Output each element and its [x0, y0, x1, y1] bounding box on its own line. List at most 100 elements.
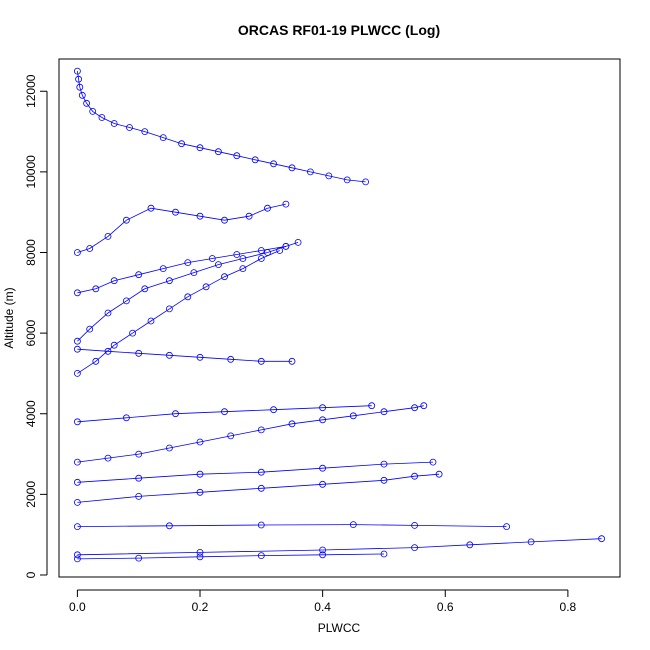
data-point	[86, 325, 94, 333]
data-point	[411, 404, 419, 412]
data-point	[239, 255, 247, 262]
data-point	[349, 521, 357, 528]
data-point	[214, 148, 222, 156]
y-axis-label: Altitude (m)	[2, 287, 16, 348]
data-point	[221, 216, 228, 224]
data-point	[110, 120, 118, 127]
data-point	[306, 168, 314, 176]
data-point	[288, 420, 296, 428]
data-point	[411, 472, 419, 480]
data-point	[227, 355, 235, 363]
data-point	[319, 546, 327, 554]
series-line	[77, 461, 434, 483]
data-point	[264, 204, 271, 212]
data-point	[74, 498, 81, 506]
data-series	[74, 521, 511, 530]
data-point	[165, 277, 173, 285]
data-point	[214, 261, 222, 269]
x-tick-label: 0.0	[69, 600, 86, 614]
data-point	[294, 238, 302, 246]
data-point	[319, 404, 327, 412]
data-point	[257, 468, 265, 476]
data-point	[380, 476, 388, 484]
data-point	[282, 242, 290, 250]
data-point	[74, 345, 81, 353]
data-series	[74, 470, 443, 506]
series-line	[77, 250, 280, 374]
data-point	[257, 484, 265, 492]
data-point	[104, 309, 112, 317]
series-line	[77, 71, 366, 183]
data-point	[92, 357, 100, 365]
data-series	[74, 67, 370, 186]
data-series	[74, 458, 437, 486]
data-point	[598, 535, 605, 543]
data-point	[288, 164, 296, 172]
data-point	[172, 208, 179, 216]
data-point	[368, 402, 376, 410]
data-point	[92, 285, 100, 293]
data-point	[135, 271, 143, 279]
data-point	[196, 549, 204, 556]
series-line	[77, 538, 602, 556]
data-point	[104, 454, 112, 462]
data-point	[74, 458, 81, 466]
y-tick-label: 4000	[24, 400, 38, 427]
data-point	[319, 464, 327, 472]
x-tick-label: 0.4	[314, 600, 331, 614]
data-point	[380, 550, 388, 558]
data-point	[126, 124, 133, 131]
data-point	[110, 341, 118, 349]
data-point	[503, 523, 511, 530]
data-point	[98, 114, 106, 121]
data-series	[74, 402, 428, 466]
data-point	[245, 212, 253, 220]
data-point	[380, 460, 388, 468]
data-point	[141, 128, 149, 136]
data-point	[288, 357, 296, 365]
data-point	[319, 480, 327, 488]
data-point	[196, 470, 204, 478]
data-point	[239, 265, 247, 273]
data-point	[362, 178, 370, 186]
data-series	[74, 402, 376, 426]
data-series	[74, 247, 284, 377]
y-tick-label: 12000	[24, 74, 38, 108]
data-point	[227, 432, 235, 440]
data-point	[74, 369, 81, 377]
series-line	[77, 348, 292, 362]
series-line	[77, 405, 424, 463]
data-point	[74, 555, 81, 563]
data-point	[343, 176, 351, 184]
data-point	[233, 152, 241, 160]
y-tick-label: 0	[24, 571, 38, 578]
data-point	[165, 444, 173, 452]
data-point	[349, 412, 357, 420]
data-point	[74, 418, 81, 426]
data-point	[221, 273, 228, 281]
x-tick-label: 0.8	[560, 600, 577, 614]
data-point	[527, 538, 535, 546]
data-point	[435, 470, 443, 478]
series-layer	[74, 67, 605, 563]
data-point	[184, 293, 192, 301]
data-point	[104, 232, 112, 240]
data-point	[86, 245, 94, 252]
data-point	[466, 541, 474, 549]
data-point	[123, 414, 130, 422]
data-point	[123, 216, 130, 224]
data-series	[74, 345, 296, 365]
series-line	[77, 553, 385, 560]
data-point	[411, 544, 419, 551]
data-point	[165, 305, 173, 313]
data-point	[74, 551, 81, 559]
data-point	[74, 337, 81, 345]
y-tick-label: 6000	[24, 319, 38, 346]
data-point	[202, 283, 210, 291]
data-point	[165, 351, 173, 359]
y-tick-label: 2000	[24, 481, 38, 508]
data-point	[233, 251, 241, 258]
data-point	[135, 554, 143, 562]
series-line	[77, 473, 440, 503]
